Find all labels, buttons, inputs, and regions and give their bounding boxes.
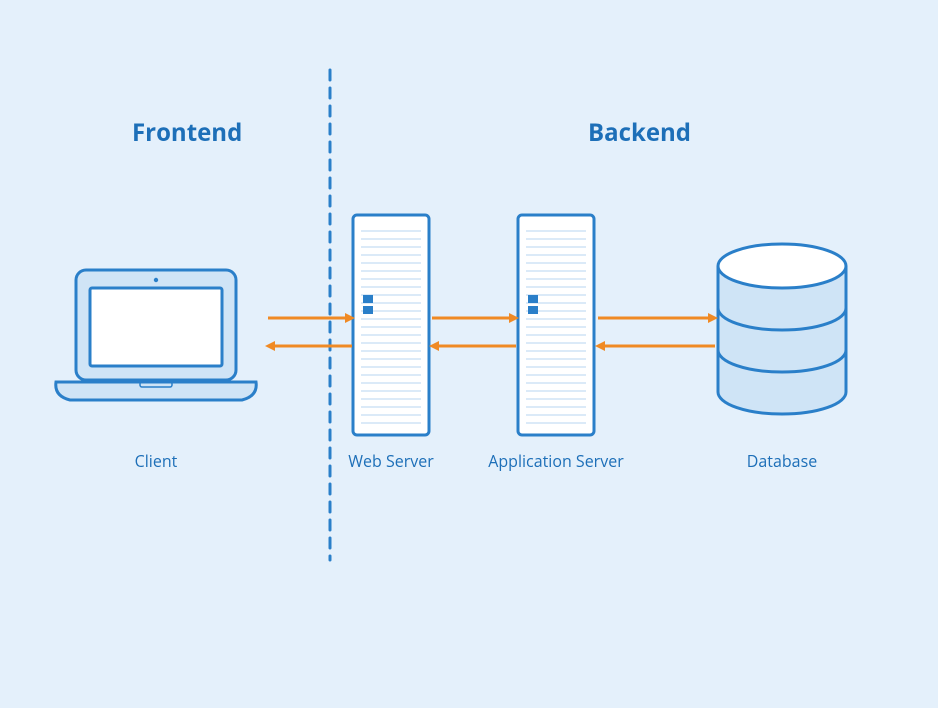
diagram-canvas	[0, 0, 938, 708]
frontend-title: Frontend	[132, 116, 242, 149]
database-label: Database	[682, 450, 882, 472]
architecture-diagram: Frontend Backend Client Web Server Appli…	[0, 0, 938, 708]
application-server-icon	[518, 215, 594, 435]
database-icon	[718, 244, 846, 414]
client-label: Client	[56, 450, 256, 472]
backend-title: Backend	[588, 116, 691, 149]
laptop-icon	[56, 270, 256, 400]
application-server-label: Application Server	[456, 450, 656, 472]
web-server-icon	[353, 215, 429, 435]
